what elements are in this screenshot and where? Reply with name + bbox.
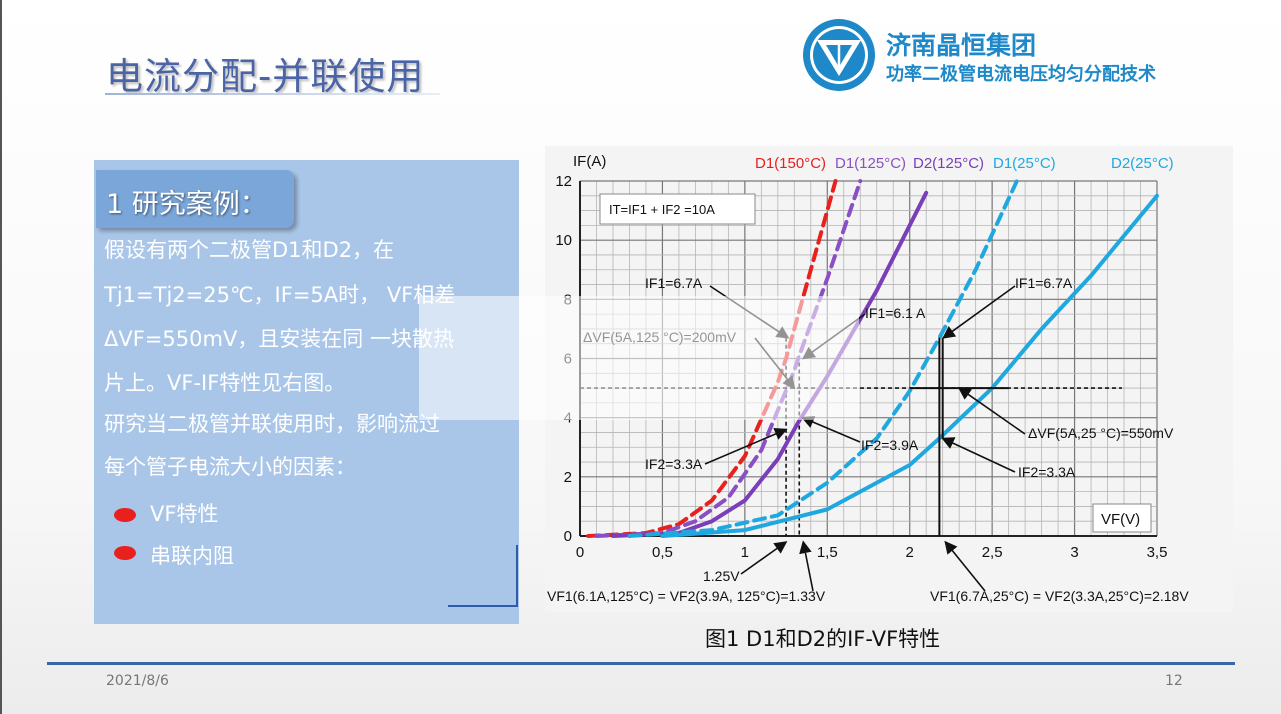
series-label: D2(25°C) [1111, 155, 1174, 172]
corner-bracket-vertical [516, 545, 518, 607]
y-tick-label: 2 [564, 469, 572, 486]
company-logo-icon [803, 19, 875, 91]
series-line-0 [586, 179, 838, 538]
x-tick-label: 0 [576, 544, 584, 561]
y-tick-label: 10 [555, 232, 572, 249]
y-tick-label: 12 [555, 173, 572, 190]
x-tick-label: 0,5 [652, 544, 673, 561]
paragraph-line-4: 片上。VF-IF特性见右图。 [104, 371, 346, 395]
paragraph-line-3: ΔVF=550mV，且安装在同 一块散热 [104, 327, 454, 351]
annotation-if2-33-right: IF2=3.3A [1018, 464, 1076, 480]
annotation-if2-33-left: IF2=3.3A [645, 456, 703, 472]
case-study-panel: 1 研究案例： 假设有两个二极管D1和D2，在 Tj1=Tj2=25℃，IF=5… [94, 160, 519, 624]
paragraph-line-1: 假设有两个二极管D1和D2，在 [104, 238, 395, 262]
corner-bracket-horizontal [448, 605, 518, 607]
bullet-dot-2 [114, 546, 136, 560]
slide-title: 电流分配-并联使用 [106, 55, 425, 98]
company-name: 济南晶恒集团 [886, 31, 1037, 60]
title-underline [105, 93, 440, 95]
bullet-vf: VF特性 [150, 502, 219, 526]
annotation-if2-39: IF2=3.9A [861, 437, 919, 453]
x-axis-label: VF(V) [1101, 511, 1140, 528]
annotation-arrow-4 [704, 427, 788, 465]
ifvf-chart: 02468101200,511,522,533,5IF(A)VF(V)D1(15… [545, 146, 1233, 612]
x-tick-label: 2 [906, 544, 914, 561]
watermark-overlay [419, 296, 859, 420]
x-tick-label: 2,5 [982, 544, 1003, 561]
series-label: D1(125°C) [835, 155, 906, 172]
annotation-arrow-6 [957, 387, 1026, 435]
annotation-1.25v: 1.25V [703, 568, 740, 584]
annotation-arrow-10 [944, 540, 986, 592]
annotation-if1-25: IF1=6.7A [1015, 275, 1073, 291]
series-label: D1(150°C) [755, 155, 826, 172]
annotation-arrow-9 [799, 540, 814, 592]
figure-caption: 图1 D1和D2的IF-VF特性 [705, 627, 941, 651]
annotation-arrow-5 [942, 285, 1016, 339]
series-line-3 [627, 179, 1019, 538]
company-tagline: 功率二极管电流电压均匀分配技术 [886, 64, 1156, 85]
annotation-eq-125: VF1(6.1A,125°C) = VF2(3.9A, 125°C)=1.33V [547, 588, 826, 604]
bullet-dot-1 [114, 508, 136, 522]
total-current-box [599, 193, 756, 225]
series-label: D2(125°C) [913, 155, 984, 172]
page-number: 12 [1165, 673, 1183, 689]
series-line-2 [610, 190, 929, 538]
annotation-arrow-3 [801, 416, 861, 443]
paragraph-line-2: Tj1=Tj2=25℃，IF=5A时， VF相差 [104, 283, 456, 307]
annotation-total: IT=IF1 + IF2 =10A [609, 202, 715, 217]
section-heading-tab: 1 研究案例： [96, 170, 294, 228]
annotation-eq-25: VF1(6.7A,25°C) = VF2(3.3A,25°C)=2.18V [930, 588, 1189, 604]
annotation-arrow-7 [941, 437, 1016, 473]
annotation-arrow-8 [740, 541, 788, 575]
slide-date: 2021/8/6 [106, 673, 169, 689]
y-tick-label: 0 [564, 528, 572, 545]
annotation-if1-61: IF1=6.1 A [865, 305, 926, 321]
annotation-dvf-25: ΔVF(5A,25 °C)=550mV [1028, 425, 1174, 441]
series-line-1 [594, 179, 863, 538]
x-tick-label: 3 [1070, 544, 1078, 561]
bullet-resistance: 串联内阻 [150, 544, 234, 568]
paragraph-line-6: 每个管子电流大小的因素： [104, 455, 356, 479]
paragraph-line-5: 研究当二极管并联使用时，影响流过 [104, 412, 440, 436]
series-label: D1(25°C) [993, 155, 1056, 172]
annotation-if1-125: IF1=6.7A [645, 275, 703, 291]
section-heading: 1 研究案例： [106, 189, 267, 220]
x-axis-label-box [1092, 503, 1152, 533]
x-tick-label: 3,5 [1147, 544, 1168, 561]
y-axis-label: IF(A) [573, 153, 606, 170]
ifvf-chart-svg: 02468101200,511,522,533,5IF(A)VF(V)D1(15… [547, 153, 1189, 604]
x-tick-label: 1,5 [817, 544, 838, 561]
footer-divider [47, 662, 1235, 665]
x-tick-label: 1 [741, 544, 749, 561]
